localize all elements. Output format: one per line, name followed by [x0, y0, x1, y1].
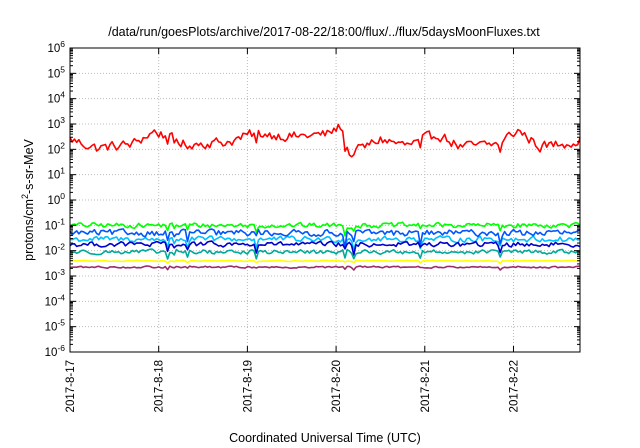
y-tick-label: 104	[47, 90, 65, 106]
x-tick-label: 2017-8-22	[508, 360, 520, 412]
series-line	[69, 123, 581, 158]
y-tick-label: 10-5	[45, 318, 66, 334]
series-group	[69, 123, 581, 271]
series-line	[69, 240, 581, 256]
grid	[70, 48, 580, 352]
y-tick-label: 10-4	[45, 292, 66, 308]
y-tick-label: 100	[47, 191, 65, 207]
series-line	[69, 265, 581, 271]
x-tick-label: 2017-8-18	[154, 360, 166, 412]
y-tick-label: 10-6	[45, 343, 66, 359]
x-axis-ticks: 2017-8-17 2017-8-18 2017-8-19 2017-8-20 2017…	[65, 48, 520, 412]
y-tick-label: 103	[47, 115, 65, 131]
y-axis-ticks: 106 105 104 103 102 101 100 10-1 10-2 10-3 10-4 10-…	[45, 39, 580, 359]
x-tick-label: 2017-8-19	[242, 360, 254, 412]
x-tick-label: 2017-8-21	[420, 360, 432, 412]
series-line	[69, 221, 581, 237]
y-tick-label: 106	[47, 39, 65, 55]
x-tick-label: 2017-8-20	[331, 360, 343, 412]
y-tick-label: 10-2	[45, 242, 66, 258]
series-line	[69, 248, 581, 260]
y-axis-label: protons/cm2-s-sr-MeV	[20, 138, 36, 260]
y-tick-label: 105	[47, 64, 65, 80]
series-line	[69, 235, 581, 251]
chart-title: /data/run/goesPlots/archive/2017-08-22/1…	[108, 25, 540, 39]
x-tick-label: 2017-8-17	[65, 360, 77, 412]
y-tick-label: 101	[47, 166, 65, 182]
y-tick-label: 102	[47, 140, 65, 156]
series-line	[69, 228, 581, 249]
series-line	[69, 259, 581, 265]
y-tick-label: 10-3	[45, 267, 66, 283]
y-tick-label: 10-1	[45, 216, 66, 232]
x-axis-label: Coordinated Universal Time (UTC)	[229, 431, 421, 445]
